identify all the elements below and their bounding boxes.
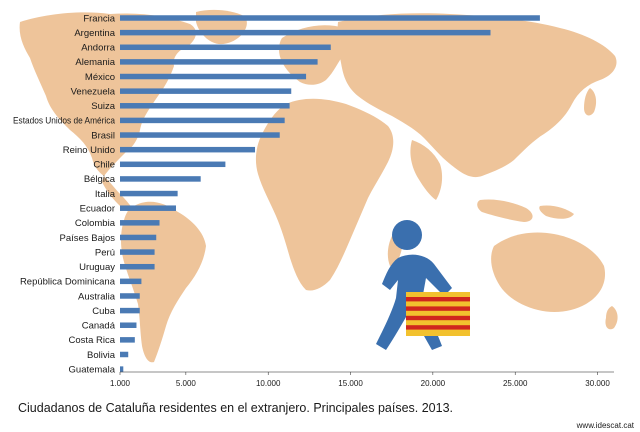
bar (120, 161, 226, 168)
x-tick-label: 5.000 (176, 379, 197, 388)
bar (120, 29, 491, 36)
bar (120, 59, 318, 65)
bar (120, 44, 331, 51)
category-label: Reino Unido (63, 145, 115, 156)
category-label: Uruguay (79, 262, 115, 273)
bar (120, 15, 540, 21)
source-credit: www.idescat.cat (576, 421, 634, 430)
category-label: Guatemala (69, 364, 116, 375)
bar (120, 220, 160, 226)
category-label: Andorra (81, 43, 116, 54)
category-label: Argentina (74, 28, 115, 39)
bar (120, 73, 307, 80)
bar (120, 117, 285, 124)
bar (120, 307, 140, 314)
category-label: Chile (93, 160, 115, 171)
category-label: Venezuela (71, 86, 116, 97)
category-label: Alemania (75, 57, 115, 68)
bar (120, 263, 155, 270)
bar (120, 205, 176, 211)
bar (120, 322, 137, 328)
category-label: Italia (95, 189, 116, 200)
bar (120, 234, 157, 241)
category-label: Francia (83, 13, 115, 24)
category-label: Perú (95, 247, 115, 258)
category-label: Bolivia (87, 350, 116, 361)
x-tick-label: 1.000 (110, 379, 131, 388)
x-tick-label: 30.000 (585, 379, 610, 388)
x-tick-label: 20.000 (421, 379, 446, 388)
bar (120, 337, 135, 343)
x-tick-label: 25.000 (503, 379, 528, 388)
bar (120, 88, 292, 94)
category-label: Suiza (91, 101, 115, 112)
bar (120, 146, 256, 153)
category-label: Australia (78, 291, 116, 302)
bar (120, 366, 124, 372)
x-tick-label: 10.000 (256, 379, 281, 388)
bar (120, 190, 178, 197)
category-label: Bélgica (84, 174, 116, 185)
category-label: Ecuador (80, 203, 115, 214)
x-axis: 1.000 5.000 10.000 15.000 20.000 25.000 30.000 (110, 371, 614, 388)
world-map (19, 9, 618, 363)
category-label: Cuba (92, 306, 115, 317)
bar (120, 132, 280, 138)
category-label: Países Bajos (60, 233, 116, 244)
category-label: Costa Rica (69, 335, 116, 346)
bar (120, 249, 155, 255)
chart-caption: Ciudadanos de Cataluña residentes en el … (18, 401, 453, 415)
bars (120, 15, 540, 372)
bar (120, 351, 129, 358)
bar (120, 278, 142, 285)
category-label: Estados Unidos de América (13, 116, 116, 127)
walking-person-with-catalan-flag-suitcase-icon (376, 220, 470, 350)
bar (120, 103, 290, 109)
bar (120, 293, 140, 299)
category-label: República Dominicana (20, 277, 116, 288)
category-label: Canadá (82, 321, 116, 332)
category-label: Brasil (91, 130, 115, 141)
x-tick-label: 15.000 (338, 379, 363, 388)
category-labels: Francia Argentina Andorra Alemania México Ven… (13, 13, 116, 375)
category-label: México (85, 72, 115, 83)
bar (120, 176, 201, 182)
category-label: Colombia (75, 218, 116, 229)
